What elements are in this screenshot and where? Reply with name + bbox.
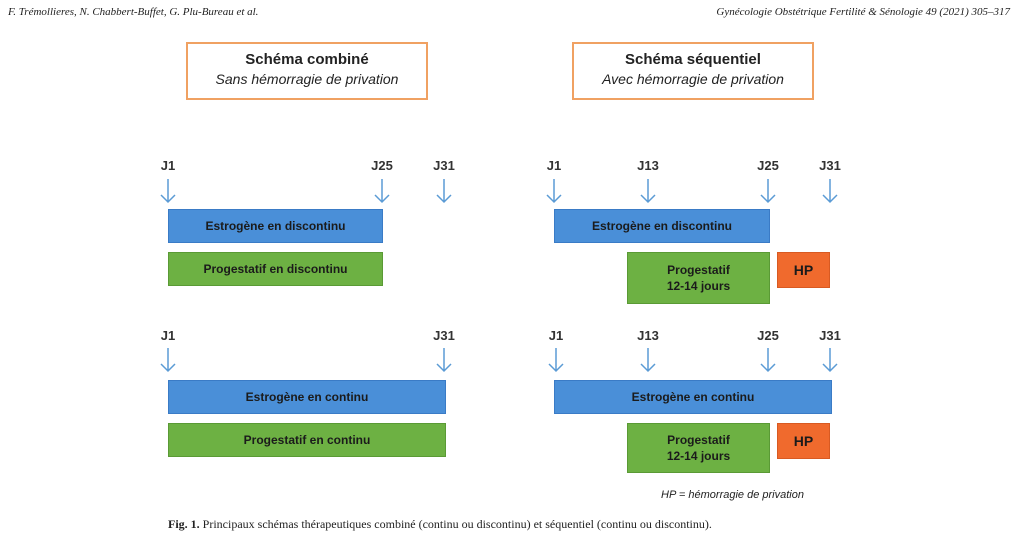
day-label: J13: [637, 328, 659, 343]
progestin-bar: Progestatif 12-14 jours: [627, 252, 770, 304]
day-label: J31: [433, 328, 455, 343]
day-label: J25: [371, 158, 393, 173]
hp-box: HP: [777, 252, 830, 288]
day-label: J31: [819, 158, 841, 173]
caption-label: Fig. 1.: [168, 517, 200, 531]
running-header-authors: F. Trémollieres, N. Chabbert-Buffet, G. …: [8, 6, 259, 18]
sequential-subtitle: Avec hémorragie de privation: [602, 71, 784, 87]
progestin-bar: Progestatif 12-14 jours: [627, 423, 770, 473]
day-label: J13: [637, 158, 659, 173]
sequential-title-box: Schéma séquentiel Avec hémorragie de pri…: [572, 42, 814, 100]
combined-title: Schéma combiné: [245, 51, 369, 68]
estrogen-bar: Estrogène en continu: [168, 380, 446, 414]
combined-subtitle: Sans hémorragie de privation: [215, 71, 399, 87]
progestin-label: Progestatif: [667, 263, 730, 277]
day-label: J25: [757, 158, 779, 173]
day-label: J1: [546, 158, 562, 173]
down-arrow-icon: [160, 348, 176, 373]
day-label: J1: [548, 328, 564, 343]
progestin-label: Progestatif: [667, 433, 730, 447]
progestin-duration: 12-14 jours: [666, 279, 731, 293]
hp-legend: HP = hémorragie de privation: [661, 489, 804, 501]
down-arrow-icon: [760, 179, 776, 204]
day-label: J31: [819, 328, 841, 343]
day-label: J31: [433, 158, 455, 173]
down-arrow-icon: [160, 179, 176, 204]
down-arrow-icon: [760, 348, 776, 373]
running-header-journal: Gynécologie Obstétrique Fertilité & Séno…: [716, 6, 1010, 18]
progestin-bar: Progestatif en continu: [168, 423, 446, 457]
progestin-duration: 12-14 jours: [666, 449, 731, 463]
estrogen-bar: Estrogène en discontinu: [168, 209, 383, 243]
progestin-bar: Progestatif en discontinu: [168, 252, 383, 286]
estrogen-bar: Estrogène en continu: [554, 380, 832, 414]
figure-caption: Fig. 1. Principaux schémas thérapeutique…: [168, 517, 712, 532]
estrogen-bar: Estrogène en discontinu: [554, 209, 770, 243]
down-arrow-icon: [546, 179, 562, 204]
hp-box: HP: [777, 423, 830, 459]
down-arrow-icon: [640, 179, 656, 204]
combined-title-box: Schéma combiné Sans hémorragie de privat…: [186, 42, 428, 100]
down-arrow-icon: [436, 179, 452, 204]
down-arrow-icon: [822, 348, 838, 373]
down-arrow-icon: [548, 348, 564, 373]
day-label: J1: [160, 158, 176, 173]
down-arrow-icon: [640, 348, 656, 373]
down-arrow-icon: [822, 179, 838, 204]
sequential-title: Schéma séquentiel: [625, 51, 761, 68]
down-arrow-icon: [436, 348, 452, 373]
caption-text: Principaux schémas thérapeutiques combin…: [199, 517, 712, 531]
down-arrow-icon: [374, 179, 390, 204]
day-label: J25: [757, 328, 779, 343]
day-label: J1: [160, 328, 176, 343]
